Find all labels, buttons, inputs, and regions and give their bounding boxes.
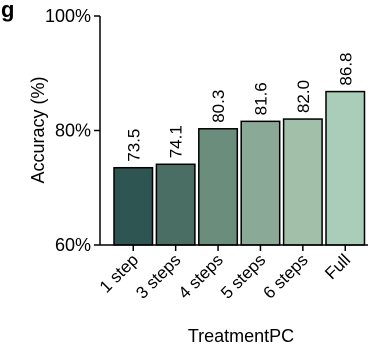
x-tick-label-4: 5 steps — [217, 250, 269, 302]
y-tick-label-100: 100% — [45, 6, 91, 26]
value-label-3: 80.3 — [209, 90, 228, 123]
x-tick-label-5: 6 steps — [259, 250, 311, 302]
y-axis-title: Accuracy (%) — [28, 76, 48, 183]
value-label-1: 73.5 — [124, 129, 143, 162]
bar-1 — [113, 166, 154, 246]
x-tick-label-2: 3 steps — [132, 250, 184, 302]
bar-5 — [282, 118, 323, 246]
bar-2 — [155, 163, 196, 246]
bar-4 — [240, 120, 281, 246]
value-label-2: 74.1 — [167, 125, 186, 158]
bar-6 — [325, 90, 366, 246]
x-axis-title: TreatmentPC — [188, 326, 294, 346]
value-label-4: 81.6 — [251, 82, 270, 115]
y-tick-label-60: 60% — [55, 235, 91, 255]
bars-group — [113, 90, 366, 246]
value-label-6: 86.8 — [336, 52, 355, 85]
value-label-5: 82.0 — [294, 80, 313, 113]
y-tick-label-80: 80% — [55, 121, 91, 141]
x-tick-label-6: Full — [321, 250, 354, 283]
x-tick-label-3: 4 steps — [175, 250, 227, 302]
y-ticks-group: 60% 80% 100% — [45, 6, 100, 255]
panel-letter: g — [1, 0, 14, 22]
value-labels-group: 73.5 74.1 80.3 81.6 82.0 86.8 — [124, 52, 355, 161]
bar-3 — [198, 128, 239, 246]
